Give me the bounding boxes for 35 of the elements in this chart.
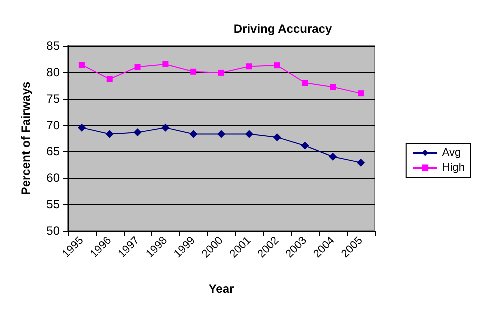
y-tick-label: 60 [46,171,60,186]
point [78,62,85,68]
point [106,76,113,82]
legend-label: Avg [442,147,462,159]
point [218,130,226,138]
point [357,158,366,167]
point [218,70,224,76]
point [78,124,86,132]
y-tick-label: 50 [46,224,60,238]
point [330,84,336,90]
point [246,64,252,70]
point [162,124,170,132]
point [358,90,364,97]
y-tick-label: 85 [46,39,60,53]
point [162,62,169,68]
point [273,133,282,142]
point [274,62,280,69]
y-tick-label: 70 [46,118,60,132]
chart-title: Driving Accuracy [234,22,332,36]
point [134,128,142,137]
y-tick-label: 80 [46,65,60,80]
point [106,130,114,138]
y-tick-label: 75 [46,92,60,106]
point [190,130,198,138]
point [329,153,338,161]
point [190,68,197,75]
y-axis-title: Percent of Fairways [19,81,33,196]
point [301,142,310,150]
y-tick-label: 55 [46,198,60,212]
point [134,64,141,70]
point [302,80,308,86]
x-axis-title: Year [208,282,235,296]
point [245,130,254,138]
y-tick-label: 65 [46,144,60,159]
legend-label: High [442,162,465,174]
